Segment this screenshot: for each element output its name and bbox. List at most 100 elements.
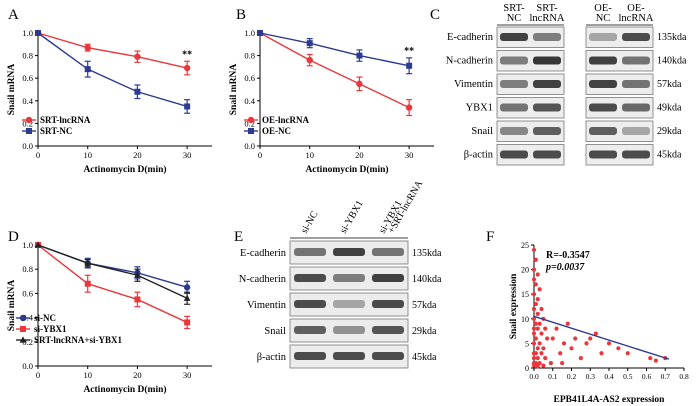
scatter-point-25 <box>537 341 542 346</box>
protein-label-E: Snail <box>264 326 286 337</box>
data-point-D-2 <box>183 294 191 301</box>
scatter-point-0 <box>531 247 537 253</box>
x-tick-label-F: 0.0 <box>529 372 539 381</box>
legend-marker-D <box>19 314 27 322</box>
x-axis-label-A: Actinomycin D(min) <box>83 164 166 175</box>
protein-label-C: Vimentin <box>454 79 494 90</box>
series-line-D-2 <box>37 244 188 299</box>
y-axis-label-A: Snail mRNA <box>7 64 17 116</box>
y-tick-label-B: 0.6 <box>244 73 255 83</box>
band-C-Vimentin <box>589 80 617 88</box>
protein-label-C: E-cadherin <box>447 32 494 43</box>
y-tick-label-F: 25 <box>521 241 529 250</box>
scatter-point-23 <box>545 336 550 341</box>
y-tick-label-D: 0.2 <box>22 337 33 347</box>
band-C-E-cadherin <box>533 33 561 41</box>
scatter-point-30 <box>539 351 544 356</box>
y-tick-label-B: 1.0 <box>244 28 255 38</box>
x-tick-label-D: 10 <box>83 370 92 380</box>
x-tick-label-B: 30 <box>405 150 414 160</box>
data-point-A-1 <box>134 88 141 95</box>
correlation-p-F: p=0.0037 <box>545 262 585 273</box>
x-tick-label-F: 0.5 <box>623 372 633 381</box>
x-tick-label-D: 20 <box>133 370 142 380</box>
y-tick-label-B: 0.0 <box>244 141 255 151</box>
band-C-YBX1 <box>533 103 561 112</box>
data-point-A-1 <box>184 103 191 110</box>
x-tick-label-F: 0.8 <box>679 372 689 381</box>
band-C-YBX1 <box>622 103 650 112</box>
data-point-A-1 <box>35 30 41 36</box>
lane-label-C: lncRNA <box>530 13 565 24</box>
scatter-point-54 <box>625 351 630 356</box>
significance-annotation-B: ** <box>404 46 414 57</box>
size-label-C: 29kda <box>657 126 682 137</box>
scatter-point-42 <box>558 351 563 356</box>
lane-label-C: SRT- <box>503 3 525 14</box>
data-point-B-0 <box>306 56 313 64</box>
band-E-Snail <box>372 326 404 334</box>
data-point-D-2 <box>34 241 42 248</box>
y-axis-label-B: Snail mRNA <box>229 64 239 116</box>
panel-label-A: A <box>8 7 19 23</box>
scatter-point-13 <box>531 316 537 321</box>
correlation-r-F: R=-0.3547 <box>546 250 590 261</box>
data-point-A-0 <box>134 53 141 60</box>
data-point-D-2 <box>134 271 141 278</box>
scatter-point-36 <box>537 360 542 366</box>
size-label-E: 140kda <box>412 274 442 285</box>
band-C-β-actin <box>533 150 561 159</box>
band-C-Vimentin <box>622 80 650 88</box>
blot-strip-C <box>585 50 654 72</box>
legend-label-B: OE-NC <box>262 126 291 136</box>
data-point-A-0 <box>183 64 191 72</box>
blot-strip-C <box>585 120 654 142</box>
y-tick-label-F: 10 <box>521 315 529 324</box>
data-point-B-1 <box>306 40 313 47</box>
scatter-point-40 <box>550 336 555 341</box>
scatter-point-11 <box>539 306 544 312</box>
legend-label-D: si-YBX1 <box>34 324 67 334</box>
band-C-Snail <box>533 127 561 135</box>
scatter-point-51 <box>599 351 604 356</box>
scatter-point-9 <box>533 301 538 307</box>
y-tick-label-D: 0.0 <box>22 361 33 371</box>
series-line-B-0 <box>259 32 410 109</box>
y-tick-label-F: 5 <box>525 339 529 348</box>
size-label-C: 49kda <box>657 103 682 114</box>
y-tick-label-F: 15 <box>521 290 529 299</box>
panel-label-F: F <box>486 229 494 245</box>
panel-label-D: D <box>8 229 19 245</box>
size-label-C: 135kda <box>657 32 687 43</box>
x-axis-label-F: EPB41L4A-AS2 expression <box>554 395 666 405</box>
band-E-β-actin <box>294 352 326 360</box>
scatter-point-27 <box>541 346 546 351</box>
scatter-point-46 <box>573 336 578 341</box>
lane-label-C: OE- <box>594 3 612 14</box>
band-C-Snail <box>500 127 528 135</box>
blot-strip-C <box>585 97 654 119</box>
lane-label-E: si-YBX1 <box>338 199 366 236</box>
scatter-point-44 <box>565 321 570 326</box>
blot-strip-C <box>585 144 654 166</box>
lane-label-C: SRT- <box>536 3 558 14</box>
band-E-Vimentin <box>294 300 326 308</box>
scatter-point-31 <box>531 356 537 361</box>
band-E-β-actin <box>372 352 404 360</box>
legend-marker-B <box>247 116 255 124</box>
y-tick-label-F: 0 <box>525 364 529 373</box>
band-C-E-cadherin <box>500 33 528 41</box>
size-label-C: 140kda <box>657 56 687 67</box>
y-tick-label-B: 0.4 <box>244 96 255 106</box>
y-tick-label-D: 0.6 <box>22 288 33 298</box>
panel-label-E: E <box>234 229 243 245</box>
band-C-Snail <box>622 127 650 135</box>
x-tick-label-B: 20 <box>355 150 364 160</box>
scatter-point-2 <box>531 267 537 272</box>
series-line-A-0 <box>37 32 188 69</box>
x-tick-label-D: 0 <box>36 370 40 380</box>
protein-label-E: β-actin <box>257 352 287 363</box>
band-C-N-cadherin <box>622 56 650 65</box>
size-label-E: 45kda <box>412 352 437 363</box>
